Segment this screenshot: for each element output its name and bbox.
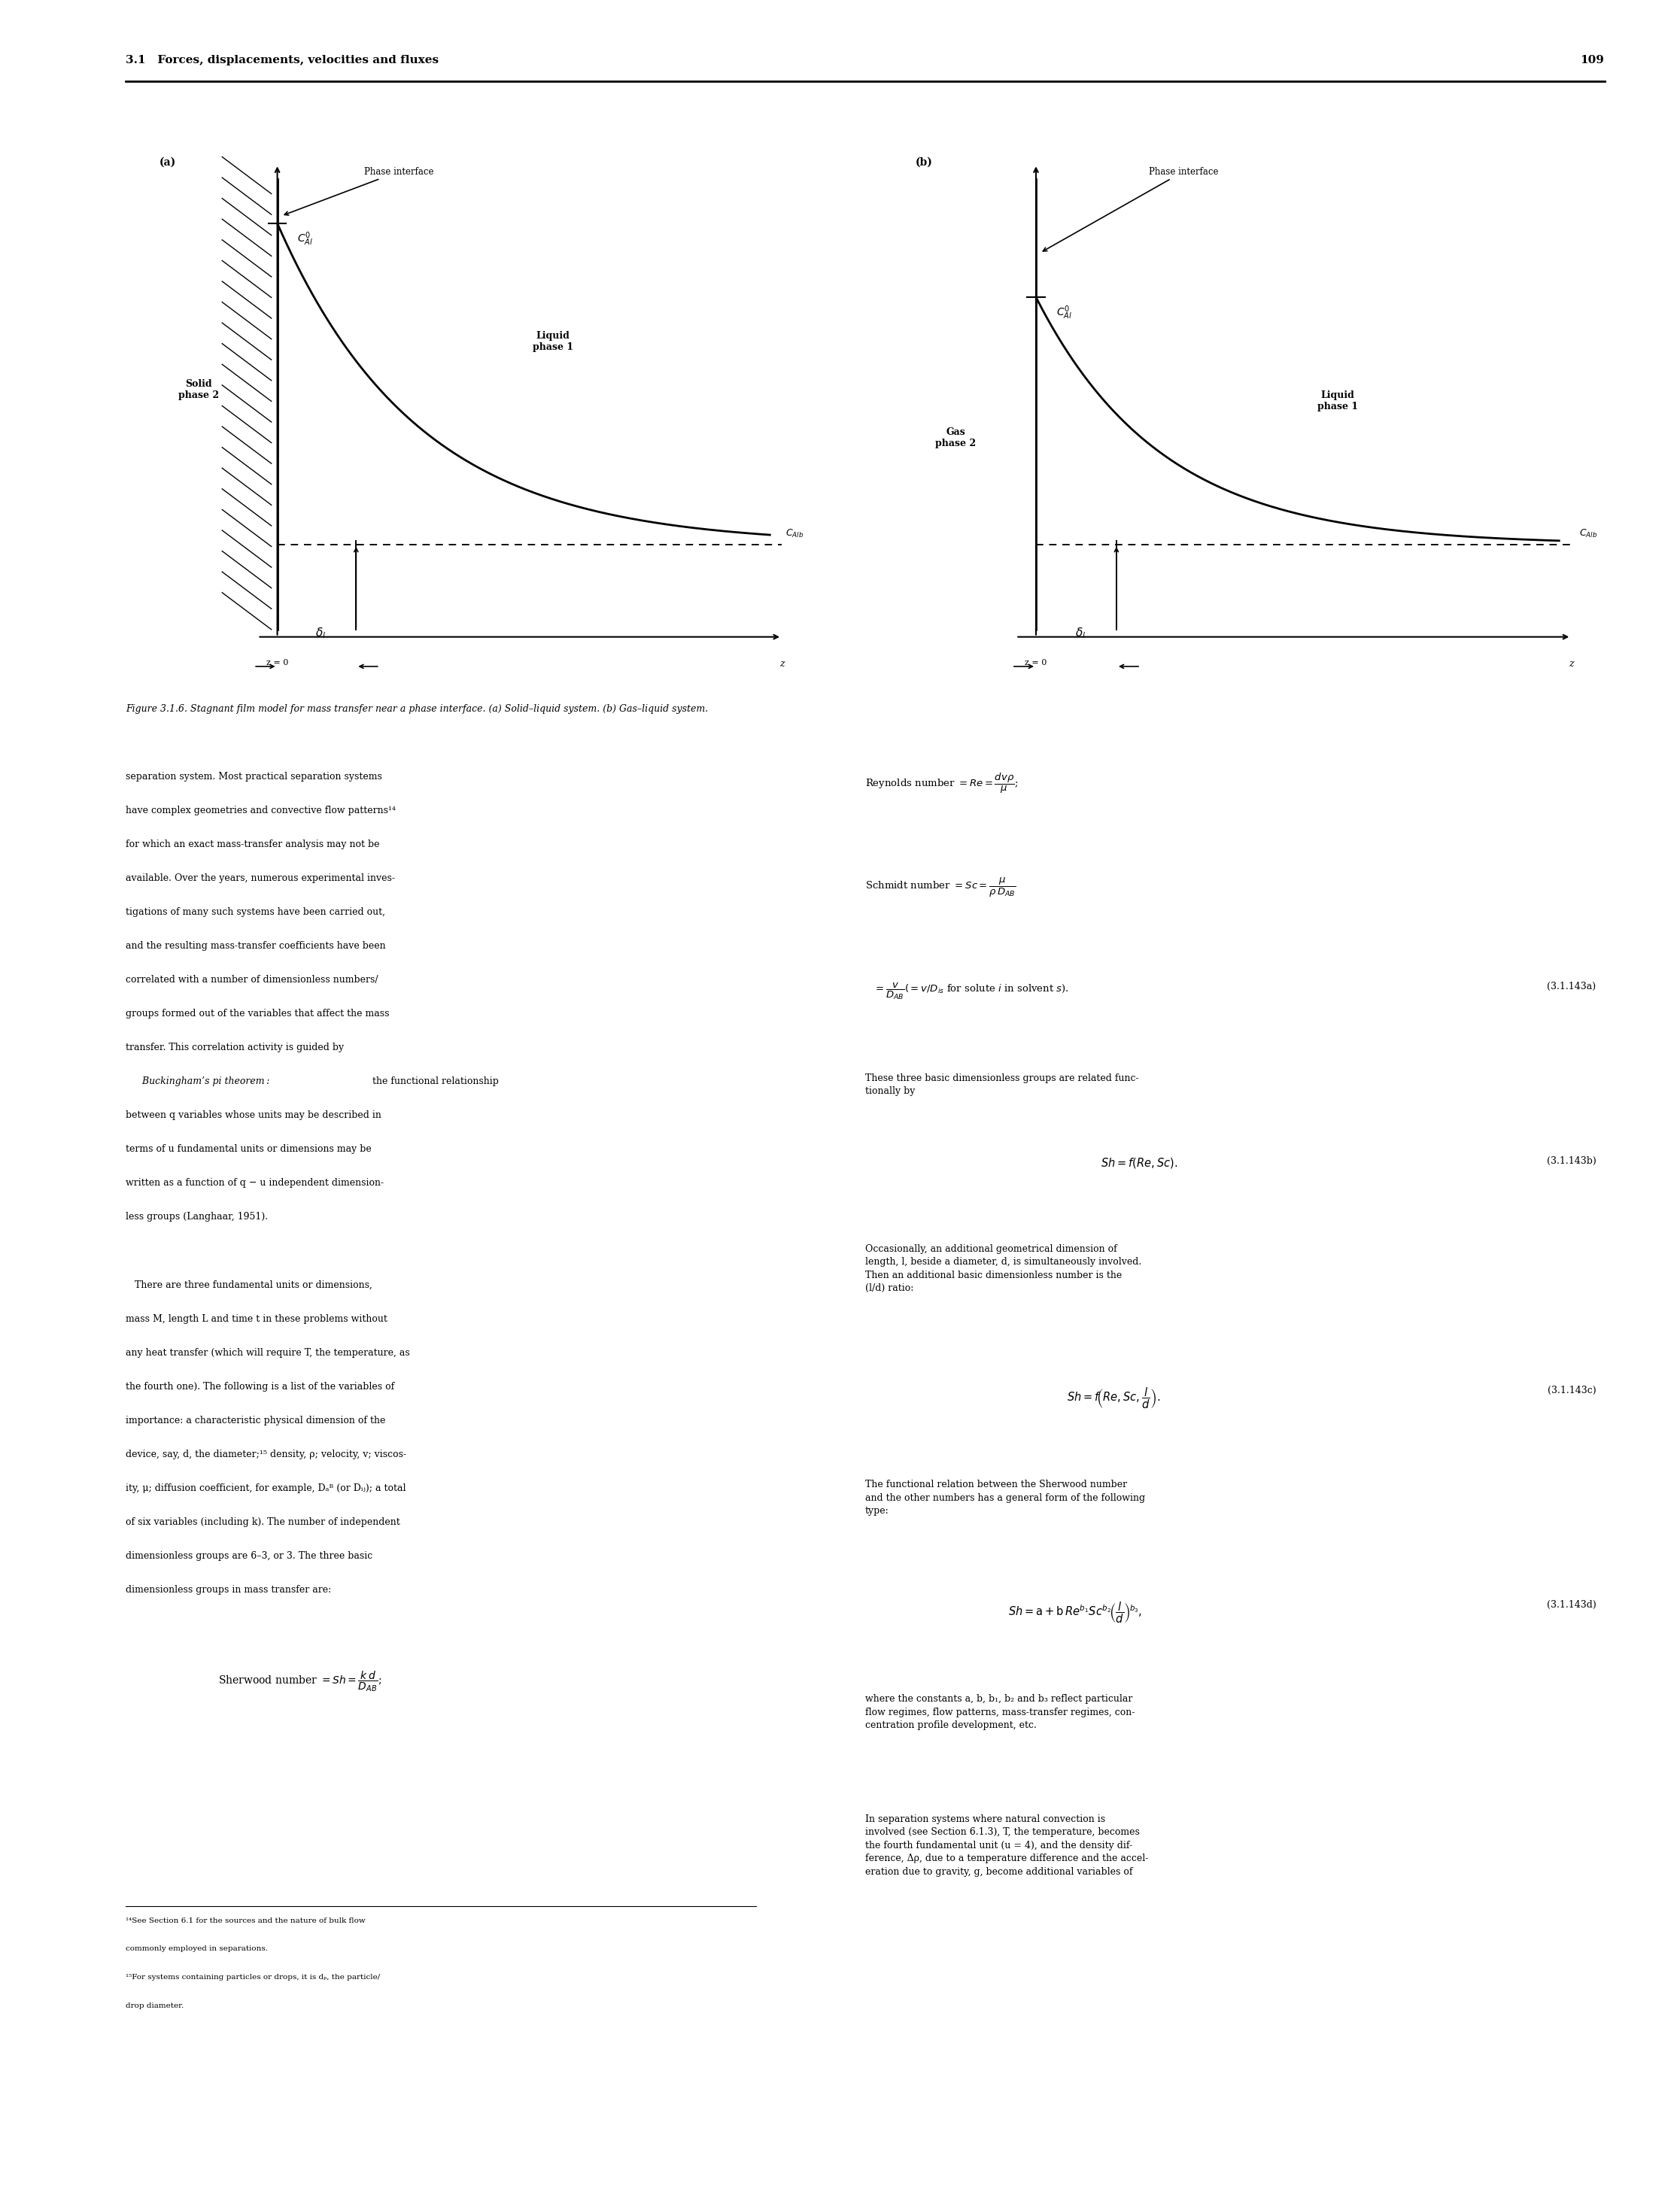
Text: less groups (Langhaar, 1951).: less groups (Langhaar, 1951). (126, 1211, 269, 1222)
Text: Figure 3.1.6. Stagnant film model for mass transfer near a phase interface. (a) : Figure 3.1.6. Stagnant film model for ma… (126, 704, 709, 713)
Text: the functional relationship: the functional relationship (370, 1078, 499, 1086)
Text: z = 0: z = 0 (265, 658, 289, 667)
Text: Phase interface: Phase interface (1043, 166, 1218, 251)
Text: $\delta_l$: $\delta_l$ (1075, 625, 1085, 640)
Text: written as a function of q − u independent dimension-: written as a function of q − u independe… (126, 1178, 385, 1187)
Text: (3.1.143d): (3.1.143d) (1547, 1600, 1596, 1609)
Text: The functional relation between the Sherwood number
and the other numbers has a : The functional relation between the Sher… (865, 1480, 1146, 1517)
Text: Sherwood number $= Sh = \dfrac{k\,d}{D_{AB}}$;: Sherwood number $= Sh = \dfrac{k\,d}{D_{… (218, 1670, 381, 1694)
Text: any heat transfer (which will require T, the temperature, as: any heat transfer (which will require T,… (126, 1347, 410, 1358)
Text: groups formed out of the variables that affect the mass: groups formed out of the variables that … (126, 1010, 390, 1019)
Text: Gas
phase 2: Gas phase 2 (936, 426, 976, 448)
Text: $C_{Alb}$: $C_{Alb}$ (1579, 527, 1598, 540)
Text: In separation systems where natural convection is
involved (see Section 6.1.3), : In separation systems where natural conv… (865, 1814, 1149, 1878)
Text: $C_{Al}^0$: $C_{Al}^0$ (297, 232, 312, 247)
Text: (3.1.143a): (3.1.143a) (1547, 982, 1596, 990)
Text: importance: a characteristic physical dimension of the: importance: a characteristic physical di… (126, 1417, 386, 1425)
Text: z: z (1569, 658, 1574, 669)
Text: ity, μ; diffusion coefficient, for example, Dₐᴮ (or Dᵢⱼ); a total: ity, μ; diffusion coefficient, for examp… (126, 1482, 407, 1493)
Text: Liquid
phase 1: Liquid phase 1 (533, 330, 573, 352)
Text: commonly employed in separations.: commonly employed in separations. (126, 1946, 269, 1952)
Text: $\delta_l$: $\delta_l$ (316, 625, 326, 640)
Text: available. Over the years, numerous experimental inves-: available. Over the years, numerous expe… (126, 872, 395, 883)
Text: These three basic dimensionless groups are related func-
tionally by: These three basic dimensionless groups a… (865, 1073, 1139, 1095)
Text: the fourth one). The following is a list of the variables of: the fourth one). The following is a list… (126, 1382, 395, 1390)
Text: transfer. This correlation activity is guided by: transfer. This correlation activity is g… (126, 1043, 344, 1051)
Text: of six variables (including k). The number of independent: of six variables (including k). The numb… (126, 1517, 400, 1526)
Text: mass M, length L and time t in these problems without: mass M, length L and time t in these pro… (126, 1314, 388, 1323)
Text: drop diameter.: drop diameter. (126, 2002, 185, 2009)
Text: and the resulting mass-transfer coefficients have been: and the resulting mass-transfer coeffici… (126, 940, 386, 951)
Text: have complex geometries and convective flow patterns¹⁴: have complex geometries and convective f… (126, 804, 396, 815)
Text: terms of u fundamental units or dimensions may be: terms of u fundamental units or dimensio… (126, 1145, 371, 1154)
Text: $= \dfrac{v}{D_{AB}}(= v/D_{is}$ for solute $i$ in solvent $s$).: $= \dfrac{v}{D_{AB}}(= v/D_{is}$ for sol… (874, 982, 1068, 1001)
Text: dimensionless groups are 6–3, or 3. The three basic: dimensionless groups are 6–3, or 3. The … (126, 1552, 373, 1561)
Text: Solid
phase 2: Solid phase 2 (178, 378, 218, 400)
Text: correlated with a number of dimensionless numbers/: correlated with a number of dimensionles… (126, 975, 378, 984)
Text: $Sh = f\!\left(Re, Sc, \dfrac{l}{d}\right).$: $Sh = f\!\left(Re, Sc, \dfrac{l}{d}\righ… (1067, 1386, 1161, 1410)
Text: z = 0: z = 0 (1025, 658, 1047, 667)
Text: Schmidt number $= Sc = \dfrac{\mu}{\rho\,D_{AB}}$: Schmidt number $= Sc = \dfrac{\mu}{\rho\… (865, 877, 1016, 898)
Text: $C_{Al}^0$: $C_{Al}^0$ (1057, 304, 1072, 321)
Text: $Sh = f(Re, Sc).$: $Sh = f(Re, Sc).$ (1100, 1156, 1178, 1170)
Text: for which an exact mass-transfer analysis may not be: for which an exact mass-transfer analysi… (126, 839, 380, 848)
Text: 3.1   Forces, displacements, velocities and fluxes: 3.1 Forces, displacements, velocities an… (126, 55, 438, 66)
Text: where the constants a, b, b₁, b₂ and b₃ reflect particular
flow regimes, flow pa: where the constants a, b, b₁, b₂ and b₃ … (865, 1694, 1134, 1731)
Text: There are three fundamental units or dimensions,: There are three fundamental units or dim… (126, 1281, 373, 1290)
Text: $Sh = \mathrm{a} + \mathrm{b}\,Re^{b_1}Sc^{b_2}\!\left(\dfrac{l}{d}\right)^{\!b_: $Sh = \mathrm{a} + \mathrm{b}\,Re^{b_1}S… (1008, 1600, 1142, 1624)
Text: dimensionless groups in mass transfer are:: dimensionless groups in mass transfer ar… (126, 1585, 331, 1594)
Text: (3.1.143c): (3.1.143c) (1547, 1386, 1596, 1395)
Text: Phase interface: Phase interface (284, 166, 433, 214)
Text: ¹⁴See Section 6.1 for the sources and the nature of bulk flow: ¹⁴See Section 6.1 for the sources and th… (126, 1917, 366, 1924)
Text: separation system. Most practical separation systems: separation system. Most practical separa… (126, 772, 383, 780)
Text: Reynolds number $= Re = \dfrac{dv\rho}{\mu}$;: Reynolds number $= Re = \dfrac{dv\rho}{\… (865, 772, 1018, 796)
Text: Liquid
phase 1: Liquid phase 1 (1317, 389, 1357, 411)
Text: (b): (b) (916, 157, 932, 168)
Text: $C_{Alb}$: $C_{Alb}$ (786, 527, 805, 540)
Text: 109: 109 (1581, 55, 1604, 66)
Text: (3.1.143b): (3.1.143b) (1547, 1156, 1596, 1165)
Text: z: z (780, 658, 785, 669)
Text: ¹⁵For systems containing particles or drops, it is dₚ, the particle/: ¹⁵For systems containing particles or dr… (126, 1974, 380, 1981)
Text: (a): (a) (160, 157, 176, 168)
Text: between q variables whose units may be described in: between q variables whose units may be d… (126, 1110, 381, 1119)
Text: device, say, d, the diameter;¹⁵ density, ρ; velocity, v; viscos-: device, say, d, the diameter;¹⁵ density,… (126, 1449, 407, 1458)
Text: Occasionally, an additional geometrical dimension of
length, l, beside a diamete: Occasionally, an additional geometrical … (865, 1244, 1141, 1294)
Text: Buckingham’s pi theorem :: Buckingham’s pi theorem : (126, 1078, 270, 1086)
Text: tigations of many such systems have been carried out,: tigations of many such systems have been… (126, 907, 386, 916)
